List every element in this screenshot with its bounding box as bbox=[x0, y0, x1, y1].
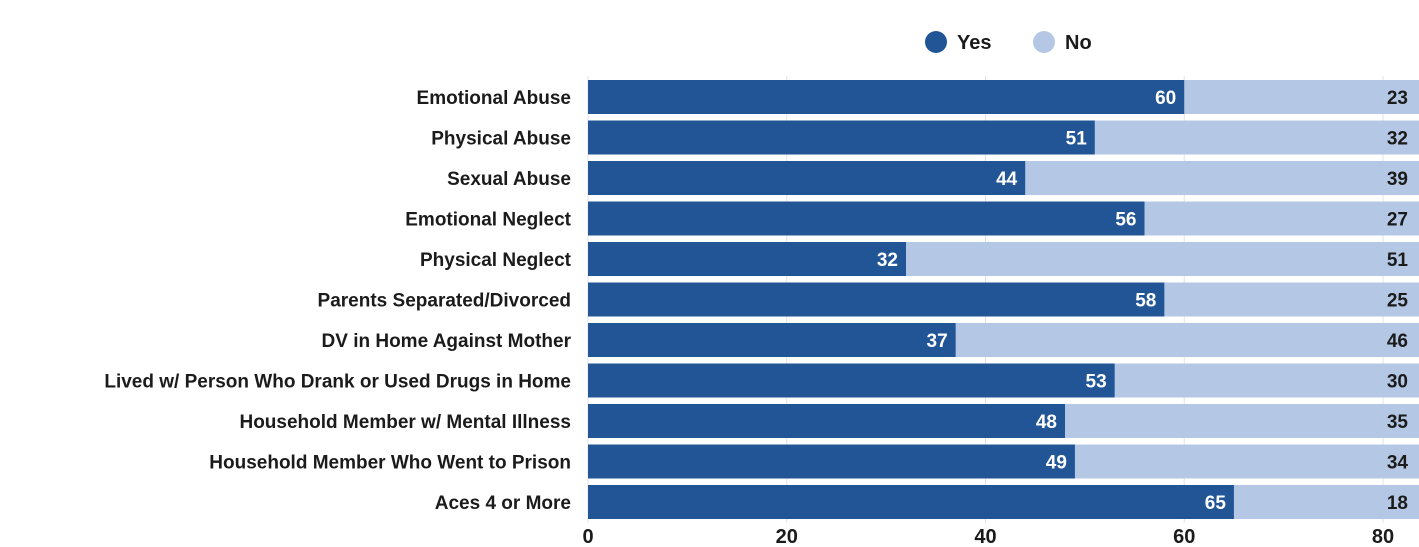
bar-no-join bbox=[1164, 282, 1175, 317]
bar-row: 65 18 bbox=[588, 485, 1419, 519]
bar-no-join bbox=[1114, 363, 1125, 398]
value-label-no: 32 bbox=[1387, 129, 1408, 150]
legend-swatch bbox=[1033, 31, 1055, 53]
value-label-no: 39 bbox=[1387, 169, 1408, 190]
bar-yes bbox=[588, 404, 1065, 438]
bar-no bbox=[955, 323, 1419, 357]
bar-no bbox=[1094, 120, 1419, 155]
bar-row: 49 34 bbox=[588, 444, 1419, 479]
category-label: Household Member w/ Mental Illness bbox=[239, 412, 571, 433]
bars: 60 23 51 32 44 39 56 27 32 51 58 25 37 46 53 30 48 35 49 34… bbox=[588, 80, 1419, 519]
bar-no-join bbox=[1065, 404, 1075, 438]
value-label-no: 25 bbox=[1387, 291, 1409, 312]
bar-yes bbox=[588, 485, 1234, 519]
value-label-no: 23 bbox=[1387, 88, 1408, 109]
value-label-yes: 51 bbox=[1066, 129, 1088, 150]
bar-yes bbox=[588, 161, 1026, 195]
bar-no bbox=[1164, 282, 1419, 317]
bar-no bbox=[1144, 201, 1419, 236]
bar-no-join bbox=[1025, 161, 1036, 195]
category-labels: Emotional Abuse Physical Abuse Sexual Abus… bbox=[104, 88, 571, 514]
category-label: Sexual Abuse bbox=[447, 169, 571, 190]
x-axis-ticks: 0 20 40 60 80 bbox=[582, 526, 1394, 547]
bar-row: 56 27 bbox=[588, 201, 1419, 236]
bar-row: 51 32 bbox=[588, 120, 1419, 155]
value-label-yes: 56 bbox=[1115, 210, 1136, 231]
value-label-yes: 58 bbox=[1135, 291, 1156, 312]
bar-yes bbox=[588, 80, 1185, 114]
value-label-no: 34 bbox=[1387, 453, 1409, 474]
category-label: Emotional Abuse bbox=[417, 88, 571, 109]
value-label-yes: 48 bbox=[1036, 412, 1057, 433]
bar-yes bbox=[588, 201, 1145, 236]
category-label: Emotional Neglect bbox=[405, 210, 571, 231]
legend-item: Yes bbox=[925, 31, 991, 54]
bar-no-join bbox=[1074, 444, 1085, 479]
bar-no-join bbox=[1144, 201, 1155, 236]
bar-no-join bbox=[906, 242, 916, 276]
value-label-no: 30 bbox=[1387, 372, 1408, 393]
bar-no-join bbox=[1184, 80, 1195, 114]
x-tick-label-60: 60 bbox=[1173, 526, 1195, 547]
value-label-yes: 60 bbox=[1155, 88, 1176, 109]
value-label-yes: 65 bbox=[1205, 493, 1227, 514]
bar-yes bbox=[588, 242, 906, 276]
bar-row: 60 23 bbox=[588, 80, 1419, 114]
value-label-no: 51 bbox=[1387, 250, 1409, 271]
bar-yes bbox=[588, 444, 1075, 479]
category-label: Parents Separated/Divorced bbox=[318, 291, 571, 312]
legend: Yes No bbox=[925, 31, 1092, 54]
bar-row: 53 30 bbox=[588, 363, 1419, 398]
legend-swatch bbox=[925, 31, 947, 53]
value-label-no: 18 bbox=[1387, 493, 1408, 514]
bar-yes bbox=[588, 363, 1115, 398]
bar-yes bbox=[588, 120, 1095, 155]
value-label-yes: 44 bbox=[996, 169, 1018, 190]
bar-row: 48 35 bbox=[588, 404, 1419, 438]
bar-no-join bbox=[1094, 120, 1105, 155]
value-label-no: 35 bbox=[1387, 412, 1409, 433]
category-label: Physical Abuse bbox=[431, 129, 571, 150]
value-label-no: 27 bbox=[1387, 210, 1408, 231]
category-label: Aces 4 or More bbox=[435, 493, 571, 514]
bar-no-join bbox=[955, 323, 966, 357]
category-label: Physical Neglect bbox=[420, 250, 572, 271]
bar-no-join bbox=[1233, 485, 1244, 519]
bar-no bbox=[906, 242, 1419, 276]
bar-yes bbox=[588, 282, 1165, 317]
category-label: Lived w/ Person Who Drank or Used Drugs … bbox=[104, 372, 571, 393]
value-label-yes: 49 bbox=[1046, 453, 1067, 474]
value-label-yes: 53 bbox=[1086, 372, 1107, 393]
bar-no bbox=[1065, 404, 1419, 438]
legend-item: No bbox=[1033, 31, 1092, 54]
bar-no bbox=[1025, 161, 1419, 195]
bar-no bbox=[1074, 444, 1419, 479]
bar-no bbox=[1114, 363, 1419, 398]
bar-row: 37 46 bbox=[588, 323, 1419, 357]
category-label: Household Member Who Went to Prison bbox=[209, 453, 571, 474]
legend-label: No bbox=[1065, 32, 1092, 54]
x-tick-label-0: 0 bbox=[582, 526, 593, 547]
bar-no bbox=[1184, 80, 1419, 114]
x-tick-label-20: 20 bbox=[776, 526, 798, 547]
bar-no bbox=[1233, 485, 1419, 519]
x-tick-label-40: 40 bbox=[974, 526, 996, 547]
value-label-yes: 32 bbox=[877, 250, 898, 271]
bar-row: 58 25 bbox=[588, 282, 1419, 317]
value-label-yes: 37 bbox=[927, 331, 948, 352]
legend-label: Yes bbox=[957, 32, 991, 54]
x-tick-label-80: 80 bbox=[1372, 526, 1394, 547]
bar-row: 44 39 bbox=[588, 161, 1419, 195]
category-label: DV in Home Against Mother bbox=[322, 331, 572, 352]
bar-yes bbox=[588, 323, 956, 357]
bar-row: 32 51 bbox=[588, 242, 1419, 276]
value-label-no: 46 bbox=[1387, 331, 1408, 352]
